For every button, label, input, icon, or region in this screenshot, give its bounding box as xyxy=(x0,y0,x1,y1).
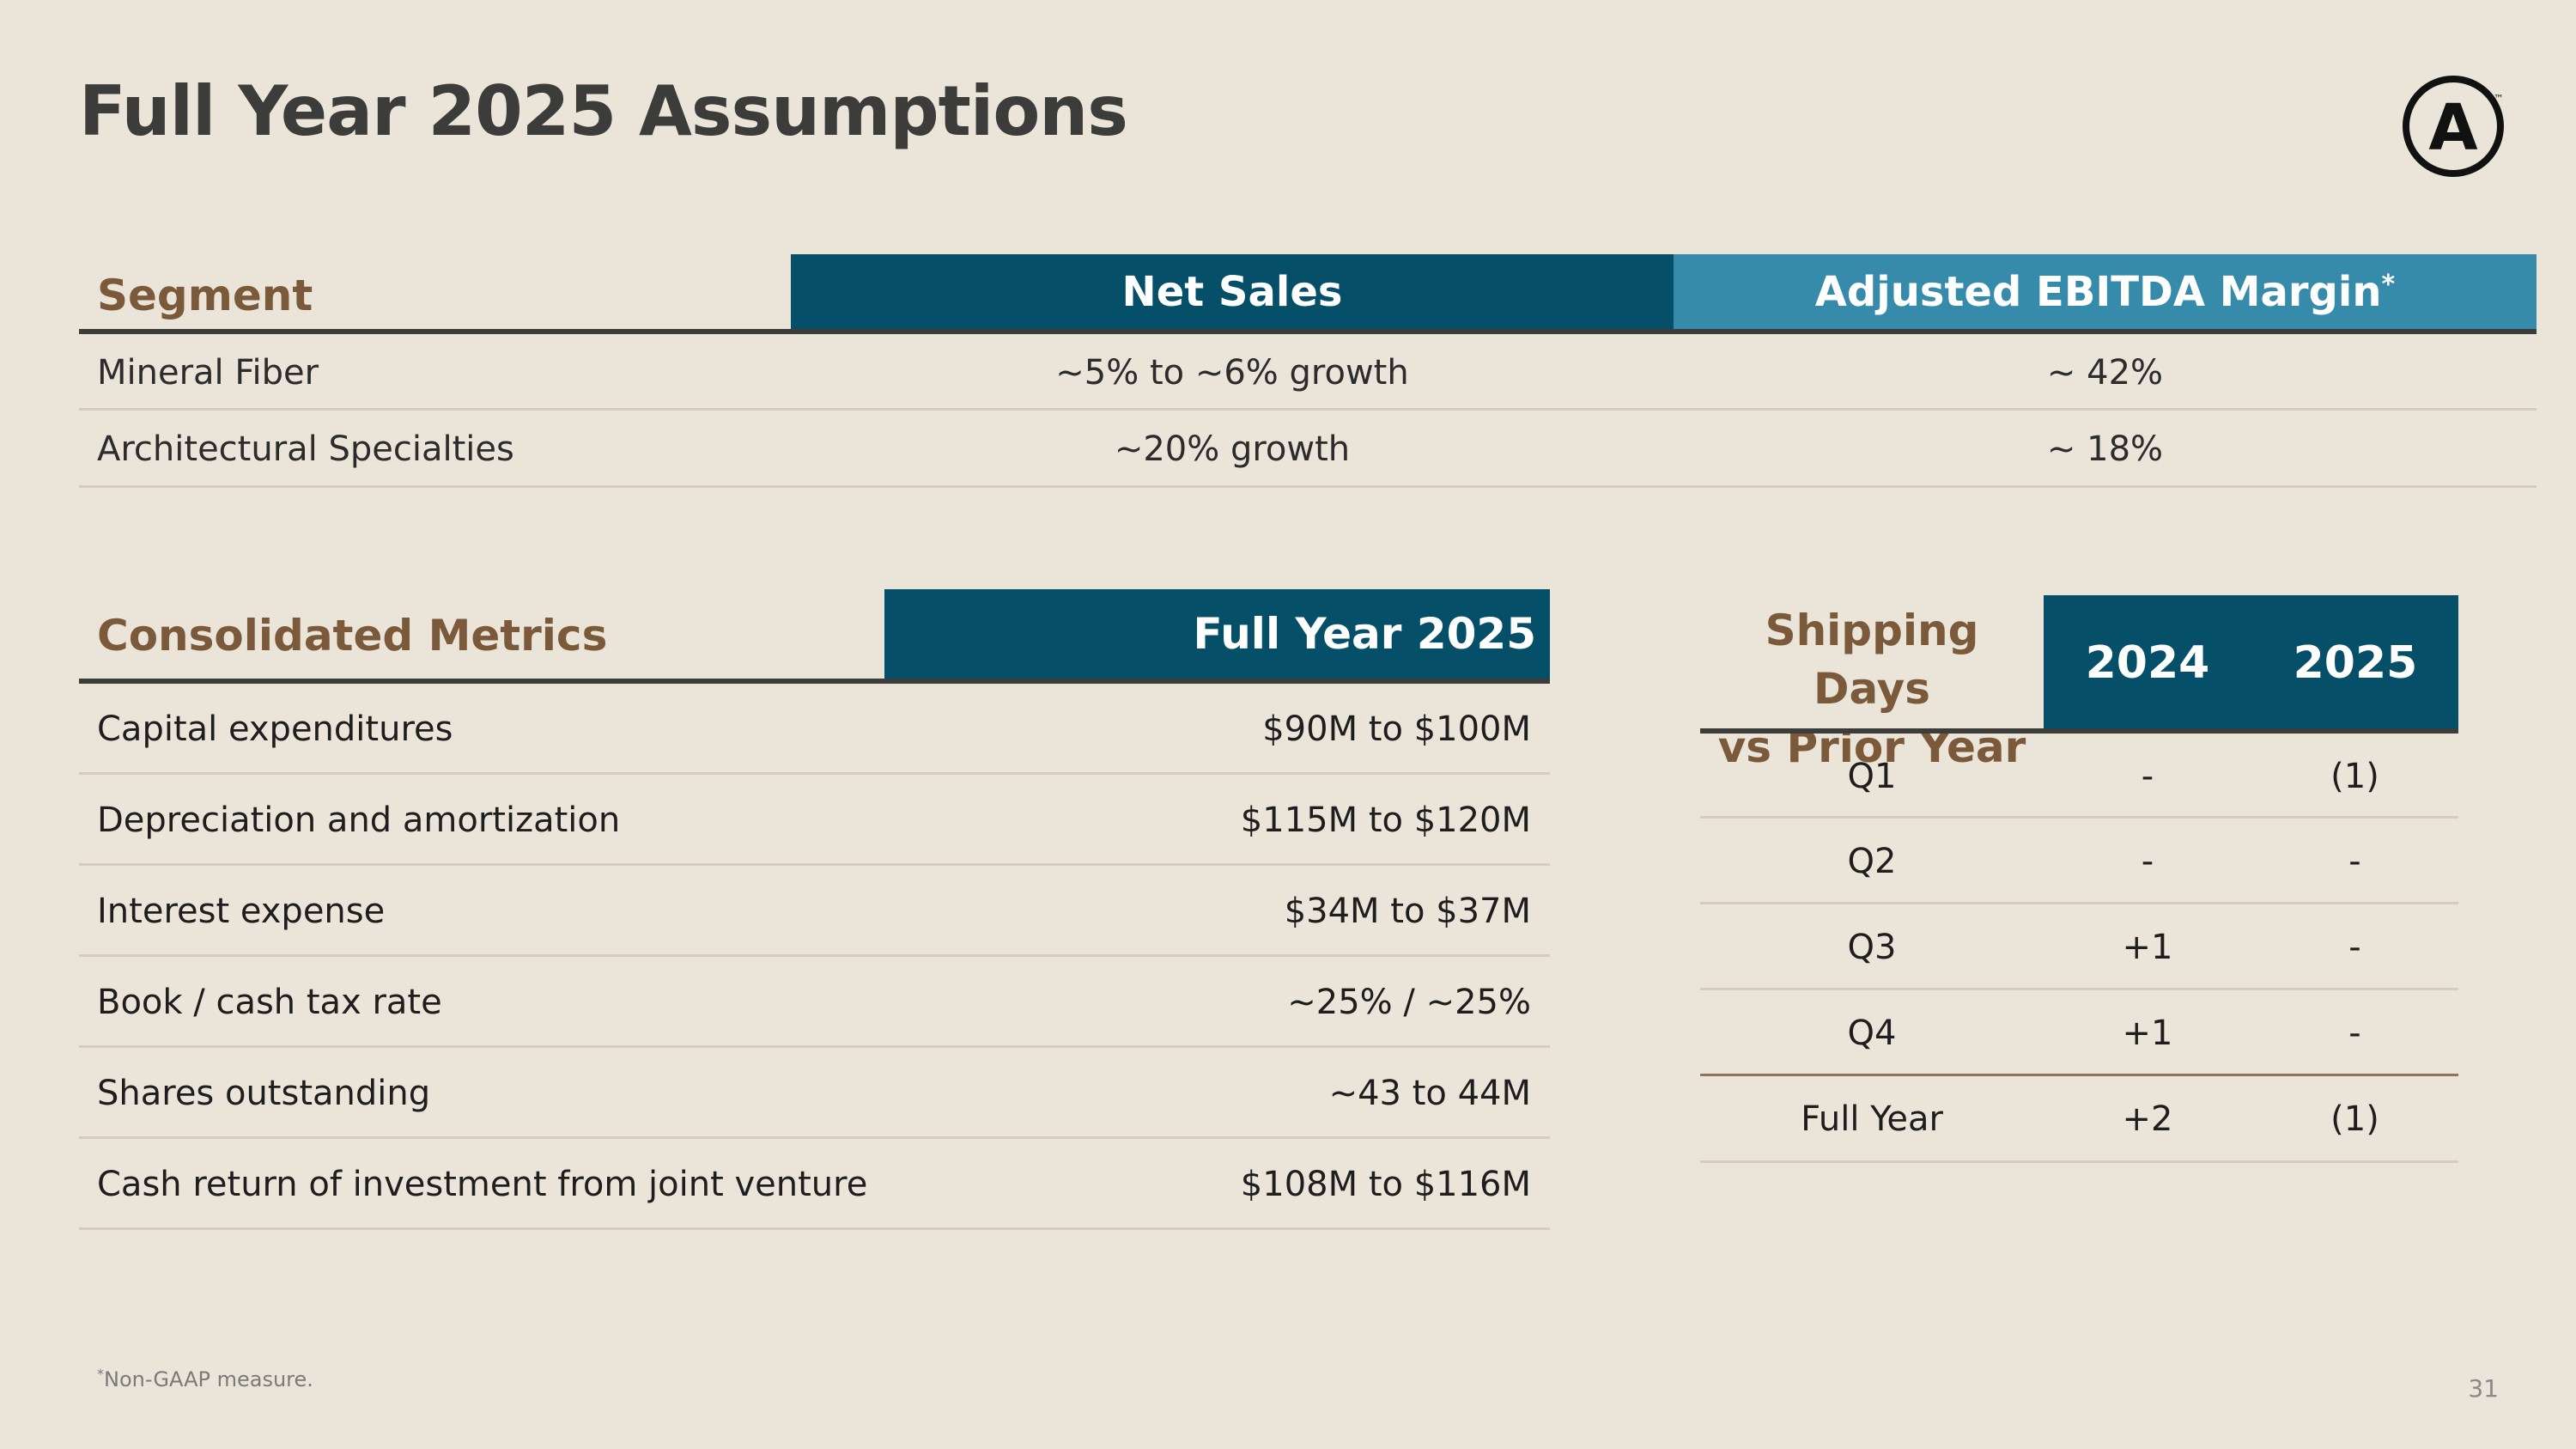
shipping-row-q3: Q3 +1 - xyxy=(1700,904,2458,990)
segment-name: Architectural Specialties xyxy=(97,429,514,469)
ebitda-margin-value: ~ 18% xyxy=(2046,429,2164,469)
period-label: Full Year xyxy=(1801,1099,1943,1139)
period-label: Q2 xyxy=(1847,842,1897,881)
circle-a-logo-icon: A xyxy=(2403,76,2504,177)
row-divider xyxy=(1700,1160,2458,1163)
shipping-row-full-year: Full Year +2 (1) xyxy=(1700,1076,2458,1162)
segment-name: Mineral Fiber xyxy=(97,353,319,393)
value-2024: +2 xyxy=(2122,1099,2173,1139)
net-sales-value: ~5% to ~6% growth xyxy=(1055,353,1409,393)
metric-label: Depreciation and amortization xyxy=(97,801,621,840)
segment-row-mineral-fiber: Mineral Fiber ~5% to ~6% growth ~ 42% xyxy=(79,334,2537,411)
shipping-days-header-line1: Shipping Days xyxy=(1765,606,1979,714)
metric-row-depreciation: Depreciation and amortization $115M to $… xyxy=(79,775,1550,866)
metric-row-interest: Interest expense $34M to $37M xyxy=(79,866,1550,957)
segment-header-rule xyxy=(79,329,2537,334)
metric-value: $34M to $37M xyxy=(1284,892,1531,931)
full-year-2025-header: Full Year 2025 xyxy=(884,589,1550,679)
ebitda-margin-header: Adjusted EBITDA Margin * xyxy=(1674,254,2537,329)
footnote: *Non-GAAP measure. xyxy=(97,1366,313,1391)
total-rule xyxy=(1700,1074,2458,1076)
value-2024: +1 xyxy=(2122,928,2173,967)
net-sales-header: Net Sales xyxy=(791,254,1674,329)
row-divider xyxy=(1700,816,2458,819)
row-divider xyxy=(79,485,2537,488)
value-2025: (1) xyxy=(2330,1099,2379,1139)
shipping-days-header-rule xyxy=(1700,728,2458,734)
value-2024: - xyxy=(2141,757,2154,796)
metric-value: $115M to $120M xyxy=(1240,801,1531,840)
metric-row-tax-rate: Book / cash tax rate ~25% / ~25% xyxy=(79,957,1550,1048)
period-label: Q3 xyxy=(1847,928,1897,967)
row-divider xyxy=(1700,988,2458,990)
metric-label: Cash return of investment from joint ven… xyxy=(97,1165,868,1204)
metric-value: $90M to $100M xyxy=(1262,709,1531,749)
row-divider xyxy=(1700,902,2458,904)
non-gaap-mark: * xyxy=(2381,270,2396,300)
logo-letter: A xyxy=(2428,91,2477,165)
year-2024-header: 2024 xyxy=(2085,637,2210,689)
metric-value: $108M to $116M xyxy=(1240,1165,1531,1204)
shipping-days-year-header: 2024 2025 xyxy=(2044,595,2458,731)
shipping-row-q4: Q4 +1 - xyxy=(1700,990,2458,1076)
row-divider xyxy=(79,772,1550,775)
page-number: 31 xyxy=(2468,1374,2499,1403)
value-2025: - xyxy=(2348,1014,2361,1053)
year-2025-header: 2025 xyxy=(2293,637,2418,689)
value-2024: - xyxy=(2141,842,2154,881)
row-divider xyxy=(79,1136,1550,1139)
row-divider xyxy=(79,408,2537,411)
metric-label: Book / cash tax rate xyxy=(97,983,442,1022)
footnote-text: Non-GAAP measure. xyxy=(104,1367,313,1391)
metric-value: ~43 to 44M xyxy=(1328,1074,1531,1113)
row-divider xyxy=(79,1227,1550,1230)
segment-header: Segment xyxy=(97,271,313,320)
page-title: Full Year 2025 Assumptions xyxy=(79,71,1128,151)
row-divider xyxy=(79,954,1550,957)
metric-label: Shares outstanding xyxy=(97,1074,431,1113)
value-2024: +1 xyxy=(2122,1014,2173,1053)
metric-label: Capital expenditures xyxy=(97,709,453,749)
metric-row-shares: Shares outstanding ~43 to 44M xyxy=(79,1048,1550,1139)
period-label: Q1 xyxy=(1847,757,1897,796)
row-divider xyxy=(79,1045,1550,1048)
row-divider xyxy=(79,863,1550,866)
consolidated-metrics-header: Consolidated Metrics xyxy=(97,611,608,661)
trademark-mark: ™ xyxy=(2494,93,2504,105)
metric-value: ~25% / ~25% xyxy=(1287,983,1531,1022)
net-sales-header-label: Net Sales xyxy=(1121,267,1343,316)
period-label: Q4 xyxy=(1847,1014,1897,1053)
ebitda-margin-value: ~ 42% xyxy=(2046,353,2164,393)
shipping-row-q2: Q2 - - xyxy=(1700,819,2458,904)
metric-label: Interest expense xyxy=(97,892,386,931)
value-2025: - xyxy=(2348,928,2361,967)
metric-row-capex: Capital expenditures $90M to $100M xyxy=(79,684,1550,775)
segment-row-architectural-specialties: Architectural Specialties ~20% growth ~ … xyxy=(79,411,2537,488)
consolidated-header-rule xyxy=(79,679,1550,684)
shipping-row-q1: Q1 - (1) xyxy=(1700,734,2458,819)
value-2025: (1) xyxy=(2330,757,2379,796)
ebitda-margin-header-label: Adjusted EBITDA Margin xyxy=(1814,267,2382,316)
full-year-2025-header-label: Full Year 2025 xyxy=(1193,609,1536,659)
footnote-mark: * xyxy=(97,1366,104,1382)
net-sales-value: ~20% growth xyxy=(1114,429,1351,469)
metric-row-joint-venture: Cash return of investment from joint ven… xyxy=(79,1139,1550,1230)
value-2025: - xyxy=(2348,842,2361,881)
